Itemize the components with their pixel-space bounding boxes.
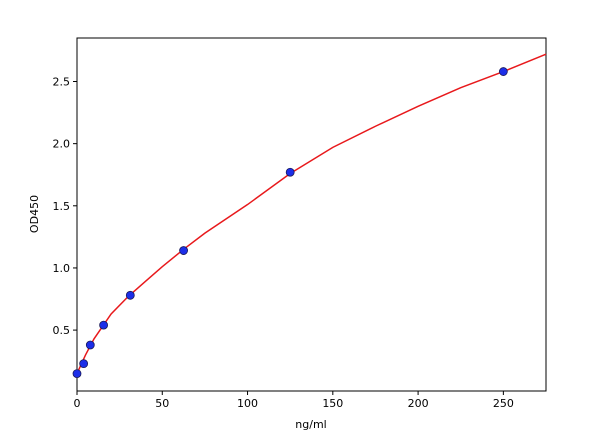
x-tick-label: 150 xyxy=(322,397,343,410)
y-tick-label: 1.5 xyxy=(53,200,71,213)
data-point xyxy=(125,290,135,300)
data-point xyxy=(498,67,508,76)
y-tick-label: 2.0 xyxy=(53,138,71,151)
data-point xyxy=(72,369,82,378)
y-axis-label: OD450 xyxy=(28,195,41,233)
x-axis-label: ng/ml xyxy=(295,418,326,431)
data-point xyxy=(179,246,188,255)
x-tick-label: 200 xyxy=(408,397,429,410)
fit-curve xyxy=(76,53,547,374)
x-tick-label: 50 xyxy=(155,397,169,410)
x-tick-label: 250 xyxy=(493,397,514,410)
y-tick-label: 1.0 xyxy=(53,262,71,275)
data-point xyxy=(79,359,89,369)
x-tick-label: 100 xyxy=(237,397,258,410)
data-point xyxy=(99,320,109,330)
y-tick-label: 2.5 xyxy=(53,76,71,89)
x-tick-label: 0 xyxy=(74,397,81,410)
plot-frame xyxy=(76,37,547,392)
data-point xyxy=(85,340,95,350)
data-point xyxy=(285,167,295,177)
y-tick-label: 0.5 xyxy=(53,324,71,337)
